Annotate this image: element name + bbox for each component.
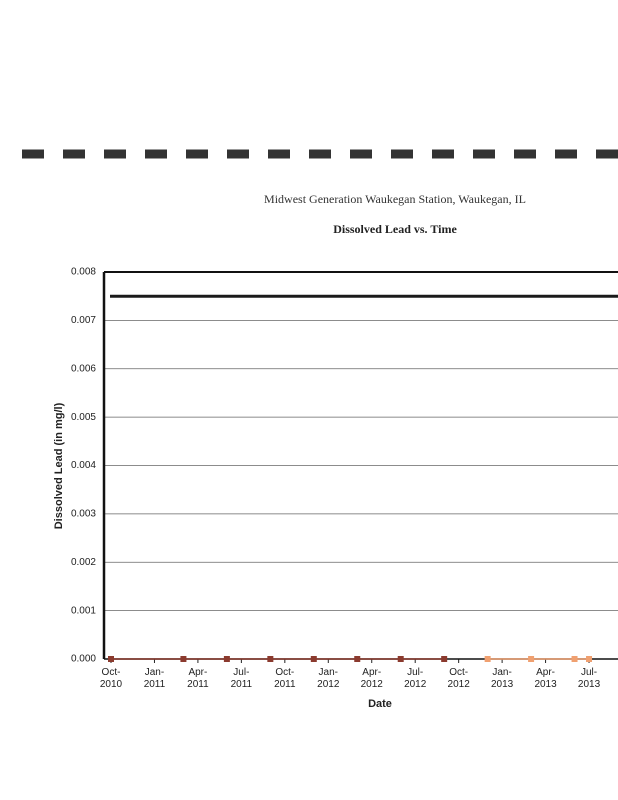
y-tick-label: 0.004 bbox=[71, 460, 96, 471]
data-point bbox=[397, 656, 404, 662]
y-tick-label: 0.006 bbox=[71, 363, 96, 374]
chart-subtitle: Dissolved Lead vs. Time bbox=[333, 222, 457, 236]
y-tick-label: 0.005 bbox=[71, 412, 96, 423]
data-point bbox=[267, 656, 274, 662]
x-tick-label: Apr- 2013 bbox=[534, 667, 557, 690]
data-point bbox=[586, 656, 593, 662]
x-tick-label: Jan- 2013 bbox=[490, 667, 514, 690]
data-point bbox=[223, 656, 230, 662]
data-point bbox=[571, 656, 578, 662]
x-tick-label: Jul- 2012 bbox=[404, 667, 427, 690]
x-axis-label: Date bbox=[368, 698, 392, 710]
data-point bbox=[180, 656, 187, 662]
y-tick-label: 0.000 bbox=[71, 654, 96, 665]
y-tick-label: 0.008 bbox=[71, 267, 96, 278]
chart-title: Midwest Generation Waukegan Station, Wau… bbox=[264, 192, 526, 206]
y-tick-label: 0.001 bbox=[71, 605, 96, 616]
x-tick-label: Jan- 2011 bbox=[143, 667, 166, 690]
y-axis-label: Dissolved Lead (in mg/l) bbox=[53, 402, 65, 529]
y-tick-label: 0.003 bbox=[71, 509, 96, 520]
data-point bbox=[310, 656, 317, 662]
data-point bbox=[108, 656, 114, 662]
x-tick-label: Oct- 2010 bbox=[99, 667, 123, 690]
x-tick-label: Jan- 2012 bbox=[317, 667, 340, 690]
x-tick-label: Jul- 2011 bbox=[230, 667, 253, 690]
y-tick-label: 0.002 bbox=[71, 557, 96, 568]
data-point bbox=[528, 656, 535, 662]
x-tick-label: Apr- 2012 bbox=[360, 667, 383, 690]
x-tick-label: Oct- 2011 bbox=[274, 667, 296, 690]
x-tick-label: Jul- 2013 bbox=[577, 667, 601, 690]
y-tick-label: 0.007 bbox=[71, 315, 96, 326]
data-point bbox=[484, 656, 491, 662]
data-point bbox=[354, 656, 361, 662]
x-tick-label: Apr- 2011 bbox=[187, 667, 209, 690]
x-tick-label: Oct- 2012 bbox=[447, 667, 470, 690]
data-point bbox=[441, 656, 448, 662]
